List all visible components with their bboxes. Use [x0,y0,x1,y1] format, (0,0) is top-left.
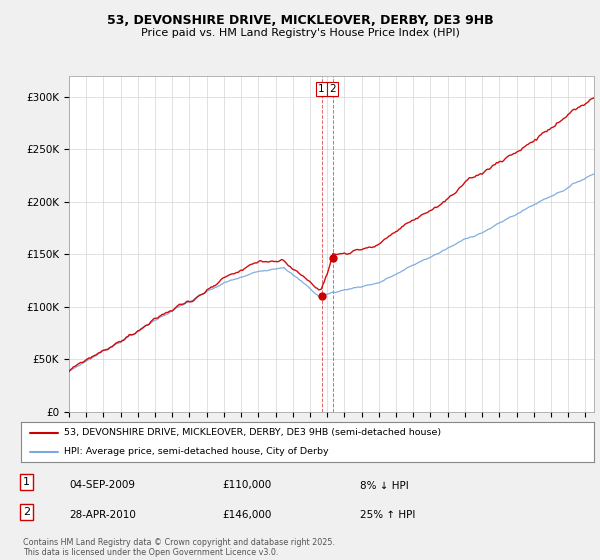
Text: 53, DEVONSHIRE DRIVE, MICKLEOVER, DERBY, DE3 9HB: 53, DEVONSHIRE DRIVE, MICKLEOVER, DERBY,… [107,14,493,27]
Text: 2: 2 [23,507,30,517]
Text: 1: 1 [23,477,30,487]
Point [328,254,338,263]
Text: Price paid vs. HM Land Registry's House Price Index (HPI): Price paid vs. HM Land Registry's House … [140,28,460,38]
Text: 8% ↓ HPI: 8% ↓ HPI [360,480,409,491]
Text: 1: 1 [318,84,325,94]
Text: £146,000: £146,000 [222,510,271,520]
Text: 25% ↑ HPI: 25% ↑ HPI [360,510,415,520]
Text: 53, DEVONSHIRE DRIVE, MICKLEOVER, DERBY, DE3 9HB (semi-detached house): 53, DEVONSHIRE DRIVE, MICKLEOVER, DERBY,… [64,428,441,437]
Text: HPI: Average price, semi-detached house, City of Derby: HPI: Average price, semi-detached house,… [64,447,329,456]
Text: £110,000: £110,000 [222,480,271,491]
Text: 28-APR-2010: 28-APR-2010 [69,510,136,520]
Text: 2: 2 [329,84,336,94]
Text: Contains HM Land Registry data © Crown copyright and database right 2025.
This d: Contains HM Land Registry data © Crown c… [23,538,335,557]
Point [317,292,326,301]
Text: 04-SEP-2009: 04-SEP-2009 [69,480,135,491]
